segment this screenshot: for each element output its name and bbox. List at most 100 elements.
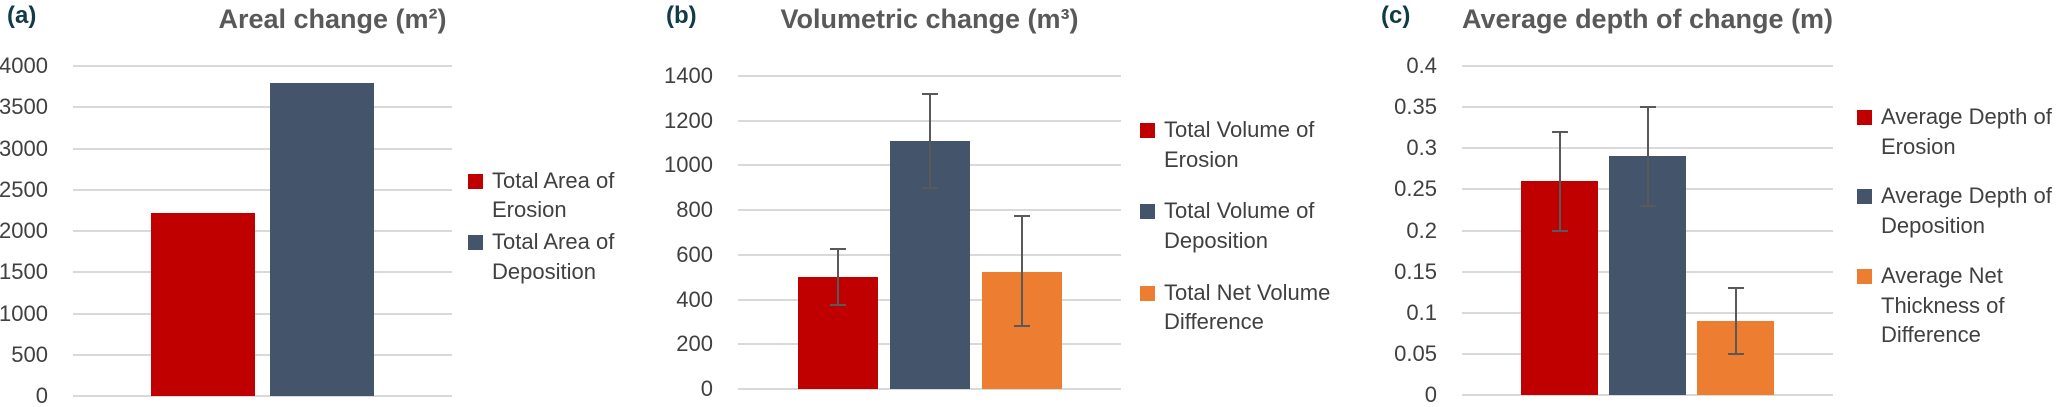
gridline <box>738 75 1121 77</box>
gridline <box>73 230 452 232</box>
legend-item-average-depth-of-erosion: Average Depth of Erosion <box>1857 102 2063 161</box>
error-bar-line <box>1558 131 1561 231</box>
bar-slot-total-volume-of-deposition <box>889 76 970 389</box>
error-bar-line <box>836 249 839 306</box>
legend-label: Total Area of Deposition <box>492 229 615 284</box>
chart-panel-c: (c) Average depth of change (m) 0 0.05 0.1… <box>1360 0 2067 407</box>
error-bar-line <box>928 93 931 188</box>
legend-label: Total Volume of Erosion <box>1164 116 1315 172</box>
error-bar-cap-bottom <box>1727 352 1744 355</box>
bar-total-area-of-deposition <box>270 82 374 396</box>
y-axis-tick-label: 0 <box>700 376 713 401</box>
y-axis-tick-label: 200 <box>676 331 713 357</box>
y-axis-tick-label: 1200 <box>664 107 713 133</box>
legend-swatch-total-area-of-erosion <box>468 173 483 189</box>
legend-item-average-net-thickness-of-difference: Average Net Thickness of Difference <box>1857 261 2063 350</box>
y-axis-tick-label: 1400 <box>664 63 713 88</box>
legend-swatch-average-net-thickness-of-difference <box>1857 268 1872 284</box>
error-bar-cap-bottom <box>1639 204 1656 207</box>
y-axis-tick-label: 500 <box>11 341 48 367</box>
y-axis-tick-label: 0.15 <box>1394 258 1437 284</box>
error-bar-cap-top <box>829 248 846 251</box>
legend-swatch-total-area-of-deposition <box>468 235 483 250</box>
chart-title-volumetric-change: Volumetric change (m³) <box>780 4 1079 34</box>
error-bar-line <box>1734 288 1737 354</box>
gridline <box>738 388 1121 390</box>
gridline <box>73 106 452 109</box>
gridline <box>73 312 452 315</box>
error-bar-cap-bottom <box>1013 325 1030 328</box>
bar-total-area-of-erosion <box>151 212 255 396</box>
error-bar-cap-top <box>1639 106 1656 109</box>
bar-slot-total-area-of-deposition <box>270 66 374 396</box>
error-bar-cap-bottom <box>921 186 938 189</box>
legend-swatch-total-net-volume-difference <box>1140 285 1155 301</box>
y-axis-tick-label: 1500 <box>0 259 48 285</box>
gridline <box>73 147 452 150</box>
error-bar-cap-top <box>1727 287 1744 290</box>
y-axis-tick-label: 0.05 <box>1394 340 1437 366</box>
legend-label: Total Net Volume Difference <box>1164 279 1331 335</box>
bar-slot-total-volume-of-erosion <box>797 76 878 389</box>
legend-item-average-depth-of-deposition: Average Depth of Deposition <box>1857 181 2063 240</box>
gridline <box>73 353 452 356</box>
y-axis-tick-label: 2000 <box>0 218 48 243</box>
bar-slot-average-depth-of-deposition <box>1609 66 1686 395</box>
y-axis-tick-label: 600 <box>676 241 713 267</box>
legend-item-total-area-of-deposition: Total Area of Deposition <box>468 227 652 286</box>
error-bar-cap-top <box>921 92 938 95</box>
chart-title-average-depth: Average depth of change (m) <box>1462 4 1834 34</box>
gridline <box>1462 65 1833 67</box>
bars-group <box>738 76 1121 389</box>
legend-areal-change: Total Area of Erosion Total Area of Depos… <box>468 60 652 392</box>
error-bar-cap-top <box>1551 130 1568 133</box>
plot-area-average-depth: 0 0.05 0.1 0.15 0.2 0.25 0.3 0.35 0.4 <box>1394 55 1833 406</box>
y-axis-tick-label: 4000 <box>0 53 48 78</box>
bar-slot-average-net-thickness-of-difference <box>1697 66 1774 395</box>
y-axis-tick-label: 0.3 <box>1406 135 1437 161</box>
gridline <box>73 188 452 191</box>
error-bar-cap-bottom <box>829 304 846 307</box>
legend-label: Average Net Thickness of Difference <box>1881 262 2005 348</box>
chart-title-areal-change: Areal change (m²) <box>218 4 447 34</box>
legend-item-total-net-volume-difference: Total Net Volume Difference <box>1140 278 1354 337</box>
legend-label: Average Depth of Deposition <box>1881 183 2052 239</box>
legend-item-total-volume-of-deposition: Total Volume of Deposition <box>1140 196 1354 255</box>
legend-swatch-average-depth-of-deposition <box>1857 189 1872 205</box>
y-axis-tick-label: 0 <box>1424 382 1437 407</box>
y-axis-tick-label: 400 <box>676 286 713 312</box>
error-bar-cap-bottom <box>1551 229 1568 232</box>
y-axis-tick-label: 800 <box>676 197 713 223</box>
panel-label-b: (b) <box>666 2 697 29</box>
chart-panel-a: (a) Areal change (m²) 0 500 1000 1500 2000 25… <box>0 0 660 407</box>
y-axis-tick-label: 0.1 <box>1406 299 1437 325</box>
panel-label-a: (a) <box>7 2 37 29</box>
y-axis-tick-label: 0.2 <box>1406 217 1437 243</box>
y-axis-tick-label: 3500 <box>0 94 48 120</box>
y-axis-tick-label: 0.25 <box>1394 176 1437 202</box>
legend-swatch-total-volume-of-erosion <box>1140 122 1155 138</box>
gridline <box>73 271 452 274</box>
y-axis-tick-label: 0 <box>35 383 48 407</box>
y-axis-tick-label: 3000 <box>0 135 48 161</box>
legend-item-total-volume-of-erosion: Total Volume of Erosion <box>1140 115 1354 174</box>
y-axis-tick-label: 0.4 <box>1406 53 1437 78</box>
y-axis-tick-label: 1000 <box>0 300 48 326</box>
plot-area-volumetric-change: 0 200 400 600 800 1000 1200 1400 <box>664 65 1121 400</box>
bars-group <box>1462 66 1833 395</box>
error-bar-cap-top <box>1013 214 1030 217</box>
legend-volumetric-change: Total Volume of Erosion Total Volume of D… <box>1140 60 1354 392</box>
y-axis-tick-label: 2500 <box>0 176 48 202</box>
legend-swatch-total-volume-of-deposition <box>1140 204 1155 220</box>
bars-group <box>73 66 452 396</box>
chart-panel-b: (b) Volumetric change (m³) 0 200 400 600 800… <box>660 0 1360 407</box>
gridline <box>73 395 452 397</box>
bar-slot-total-area-of-erosion <box>151 66 255 396</box>
bar-slot-average-depth-of-erosion <box>1521 66 1598 395</box>
plot-area-areal-change: 0 500 1000 1500 2000 2500 3000 3500 4000 <box>0 55 452 407</box>
legend-swatch-average-depth-of-erosion <box>1857 110 1872 126</box>
legend-label: Total Volume of Deposition <box>1164 198 1315 253</box>
panel-label-c: (c) <box>1381 2 1411 29</box>
legend-label: Average Depth of Erosion <box>1881 104 2052 159</box>
